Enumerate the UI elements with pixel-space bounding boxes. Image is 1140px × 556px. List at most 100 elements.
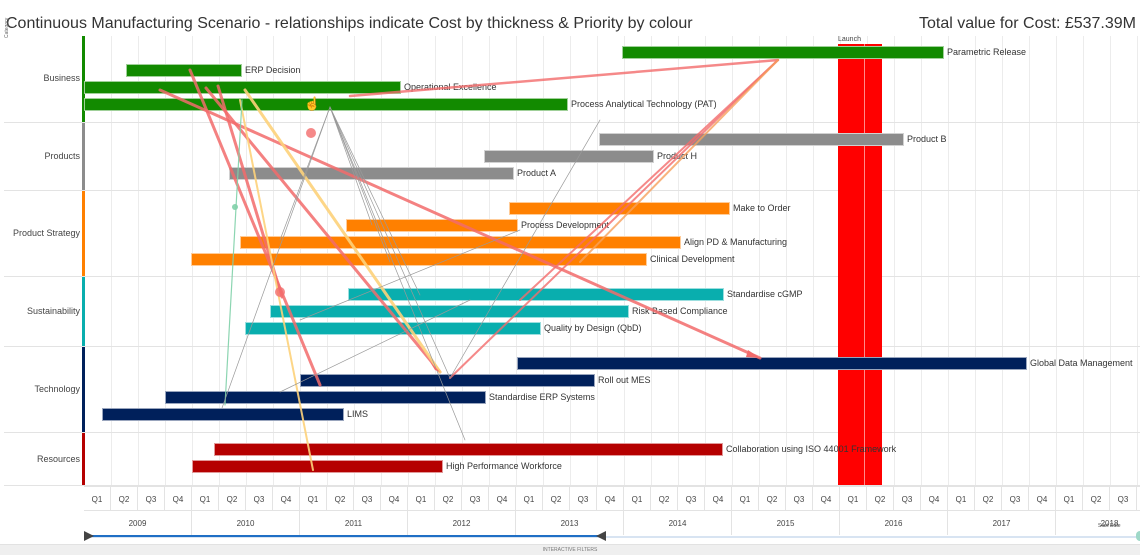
quarter-tick: Q1 bbox=[84, 487, 111, 511]
quarter-tick: Q3 bbox=[894, 487, 921, 511]
task-bar[interactable] bbox=[165, 391, 486, 404]
quarter-tick: Q3 bbox=[138, 487, 165, 511]
task-label: Parametric Release bbox=[947, 47, 1027, 57]
task-bar[interactable] bbox=[84, 81, 401, 94]
quarter-tick: Q4 bbox=[381, 487, 408, 511]
task-bar[interactable] bbox=[622, 46, 944, 59]
task-bar[interactable] bbox=[229, 167, 514, 180]
task-label: Standardise ERP Systems bbox=[489, 392, 595, 402]
quarter-tick: Q2 bbox=[111, 487, 138, 511]
task-label: Align PD & Manufacturing bbox=[684, 237, 788, 247]
task-bar[interactable] bbox=[245, 322, 541, 335]
task-label: Product B bbox=[907, 134, 947, 144]
task-label: Make to Order bbox=[733, 203, 791, 213]
quarter-tick: Q1 bbox=[300, 487, 327, 511]
task-label: ERP Decision bbox=[245, 65, 301, 75]
task-label: Roll out MES bbox=[598, 375, 651, 385]
category-label: Business bbox=[43, 73, 80, 83]
task-bar[interactable] bbox=[517, 357, 1027, 370]
quarter-gridline bbox=[1137, 36, 1138, 486]
task-label: Process Development bbox=[521, 220, 610, 230]
date-range-selected[interactable] bbox=[84, 535, 604, 537]
quarter-tick: Q4 bbox=[921, 487, 948, 511]
quarter-tick: Q1 bbox=[732, 487, 759, 511]
quarter-tick: Q3 bbox=[354, 487, 381, 511]
quarter-tick: Q3 bbox=[1002, 487, 1029, 511]
quarter-tick: Q4 bbox=[165, 487, 192, 511]
quarter-gridline bbox=[1110, 36, 1111, 486]
swimlane-resources: Resources bbox=[4, 432, 1140, 486]
quarter-gridline bbox=[1083, 36, 1084, 486]
quarter-tick: Q1 bbox=[840, 487, 867, 511]
quarter-tick: Q4 bbox=[273, 487, 300, 511]
year-tick: 2014 bbox=[624, 511, 732, 535]
quarter-tick: Q1 bbox=[1056, 487, 1083, 511]
task-label: High Performance Workforce bbox=[446, 461, 562, 471]
task-bar[interactable] bbox=[84, 98, 568, 111]
year-tick: 2012 bbox=[408, 511, 516, 535]
quarter-tick: Q3 bbox=[678, 487, 705, 511]
chart-title: Continuous Manufacturing Scenario - rela… bbox=[6, 15, 693, 32]
year-tick: 2010 bbox=[192, 511, 300, 535]
quarter-tick: Q2 bbox=[651, 487, 678, 511]
year-tick: 2016 bbox=[840, 511, 948, 535]
year-tick: 2018 bbox=[1056, 511, 1140, 535]
task-label: Collaboration using ISO 44001 Framework bbox=[726, 444, 897, 454]
interactive-filters-toggle[interactable]: INTERACTIVE FILTERS bbox=[0, 544, 1140, 555]
quarter-tick: Q4 bbox=[597, 487, 624, 511]
slider-end-handle[interactable] bbox=[1136, 531, 1140, 541]
task-label: Standardise cGMP bbox=[727, 289, 803, 299]
task-label: Risk Based Compliance bbox=[632, 306, 728, 316]
task-bar[interactable] bbox=[214, 443, 723, 456]
category-color-stripe bbox=[82, 123, 85, 191]
quarter-tick: Q1 bbox=[948, 487, 975, 511]
quarter-tick: Q1 bbox=[408, 487, 435, 511]
task-bar[interactable] bbox=[191, 253, 647, 266]
task-bar[interactable] bbox=[300, 374, 595, 387]
task-bar[interactable] bbox=[346, 219, 518, 232]
chart-bottom-border bbox=[4, 485, 1140, 486]
quarter-tick: Q2 bbox=[1083, 487, 1110, 511]
quarter-tick: Q1 bbox=[192, 487, 219, 511]
quarter-gridline bbox=[1056, 36, 1057, 486]
quarter-gridline bbox=[975, 36, 976, 486]
task-bar[interactable] bbox=[348, 288, 724, 301]
category-label: Products bbox=[44, 151, 80, 161]
task-bar[interactable] bbox=[270, 305, 629, 318]
date-range-slider-track[interactable] bbox=[84, 536, 1140, 538]
quarter-gridline bbox=[921, 36, 922, 486]
category-color-stripe bbox=[82, 433, 85, 486]
quarter-tick: Q3 bbox=[462, 487, 489, 511]
task-bar[interactable] bbox=[126, 64, 242, 77]
launch-milestone[interactable] bbox=[838, 44, 882, 485]
year-tick: 2017 bbox=[948, 511, 1056, 535]
task-bar[interactable] bbox=[240, 236, 681, 249]
task-label: Quality by Design (QbD) bbox=[544, 323, 642, 333]
quarter-tick: Q2 bbox=[327, 487, 354, 511]
quarter-tick: Q2 bbox=[435, 487, 462, 511]
task-bar[interactable] bbox=[509, 202, 730, 215]
task-bar[interactable] bbox=[484, 150, 654, 163]
quarter-gridline bbox=[948, 36, 949, 486]
task-label: Global Data Management bbox=[1030, 358, 1133, 368]
quarter-gridline bbox=[1029, 36, 1030, 486]
quarter-tick: Q3 bbox=[246, 487, 273, 511]
quarter-gridline bbox=[138, 36, 139, 486]
quarter-tick: Q2 bbox=[759, 487, 786, 511]
category-label: Resources bbox=[36, 453, 80, 464]
task-label: Product H bbox=[657, 151, 698, 161]
quarter-tick: Q3 bbox=[1110, 487, 1137, 511]
quarter-tick: Q2 bbox=[975, 487, 1002, 511]
task-bar[interactable] bbox=[599, 133, 904, 146]
task-label: Operational Excellence bbox=[404, 82, 497, 92]
slider-right-handle[interactable] bbox=[596, 531, 606, 541]
quarter-tick: Q4 bbox=[705, 487, 732, 511]
task-bar[interactable] bbox=[192, 460, 443, 473]
quarter-tick: Q3 bbox=[786, 487, 813, 511]
slider-left-handle[interactable] bbox=[84, 531, 94, 541]
year-tick: 2013 bbox=[516, 511, 624, 535]
quarter-gridline bbox=[1002, 36, 1003, 486]
quarter-axis: Q1 Q2 Q3 Q4 Q1 Q2 Q3 Q4 Q1 Q2 Q3 Q4 Q1 Q2 Q3 Q4 Q1 Q2 Q3 Q4… bbox=[84, 486, 1140, 511]
total-cost-value: Total value for Cost: £537.39M bbox=[918, 15, 1136, 32]
task-bar[interactable] bbox=[102, 408, 344, 421]
